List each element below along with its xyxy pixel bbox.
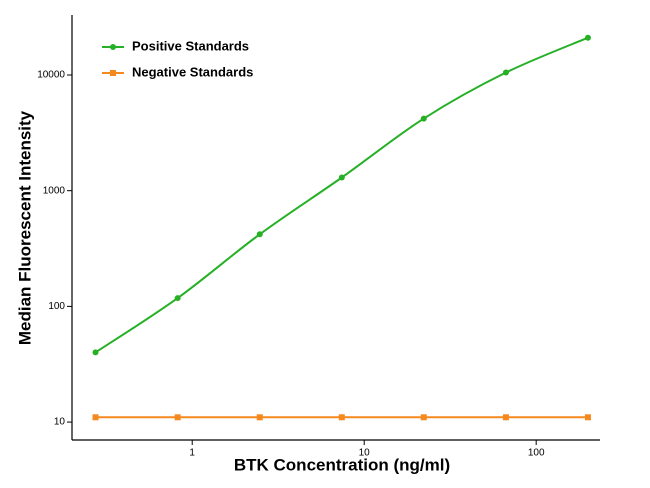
- legend-marker: [110, 70, 116, 76]
- x-tick-label: 10: [359, 448, 371, 459]
- legend-label: Positive Standards: [132, 38, 249, 53]
- point: [256, 231, 263, 238]
- legend-marker: [110, 44, 116, 50]
- point: [174, 295, 181, 302]
- point: [92, 414, 99, 421]
- x-tick-label: 100: [528, 448, 545, 459]
- point: [420, 115, 427, 122]
- legend-label: Negative Standards: [132, 64, 253, 79]
- y-axis-title: Median Fluorescent Intensity: [15, 110, 34, 345]
- y-tick-label: 100: [48, 301, 65, 312]
- point: [502, 414, 509, 421]
- y-tick-label: 1000: [43, 185, 66, 196]
- point: [502, 69, 509, 76]
- point: [584, 34, 591, 41]
- point: [256, 414, 263, 421]
- y-tick-label: 10000: [37, 70, 65, 81]
- point: [420, 414, 427, 421]
- point: [584, 414, 591, 421]
- point: [338, 414, 345, 421]
- x-tick-label: 1: [189, 448, 195, 459]
- point: [338, 174, 345, 181]
- y-tick-label: 10: [54, 417, 66, 428]
- point: [92, 349, 99, 356]
- series-line: [94, 36, 589, 354]
- point: [174, 414, 181, 421]
- x-axis-title: BTK Concentration (ng/ml): [234, 455, 450, 474]
